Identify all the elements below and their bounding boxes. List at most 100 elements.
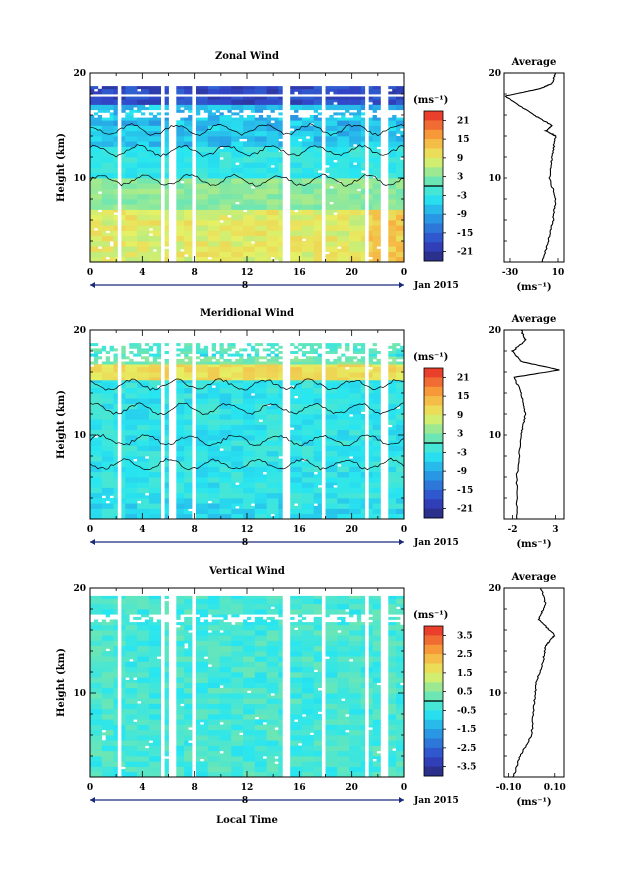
heatmap-cell (298, 136, 303, 139)
heatmap-cell (247, 143, 252, 147)
heatmap-cell (125, 206, 130, 210)
heatmap-cell (368, 86, 373, 90)
heatmap-cell (199, 227, 205, 231)
heatmap-cell (125, 204, 130, 208)
heatmap-cell (113, 366, 118, 370)
heatmap-cell (113, 172, 118, 176)
heatmap-cell (180, 130, 185, 134)
heatmap-cell (376, 159, 381, 163)
heatmap-cell (125, 201, 130, 205)
heatmap-cell (392, 175, 397, 179)
heatmap-cell (133, 162, 138, 166)
heatmap-cell (188, 246, 193, 250)
heatmap-cell (113, 141, 118, 145)
heatmap-cell (301, 146, 307, 150)
heatmap-cell (298, 214, 303, 218)
heatmap-cell (113, 387, 118, 391)
heatmap-cell (356, 230, 362, 234)
heatmap-cell (184, 86, 189, 90)
heatmap-cell (254, 212, 260, 216)
heatmap-cell (152, 199, 158, 202)
heatmap-cell (176, 222, 181, 226)
heatmap-cell (305, 117, 311, 121)
heatmap-cell (294, 241, 299, 244)
heatmap-cell (121, 437, 126, 441)
heatmap-cell (396, 222, 401, 226)
heatmap-cell (278, 112, 283, 116)
heatmap-cell (144, 225, 150, 229)
heatmap-cell (298, 157, 303, 160)
heatmap-cell (188, 193, 193, 197)
heatmap-cell (392, 88, 397, 92)
heatmap-cell (176, 101, 181, 105)
heatmap-cell (125, 209, 130, 213)
heatmap-cell (148, 130, 154, 134)
heatmap-cell (199, 241, 205, 244)
colorbar-segment (424, 167, 443, 178)
heatmap-cell (203, 201, 209, 205)
heatmap-cell (298, 204, 303, 208)
heatmap-cell (392, 206, 397, 210)
heatmap-cell (227, 180, 232, 184)
heatmap-cell (133, 146, 138, 150)
heatmap-cell (290, 151, 295, 155)
heatmap-cell (101, 259, 107, 263)
heatmap-cell (105, 448, 110, 452)
heatmap-cell (270, 133, 275, 137)
heatmap-cell (97, 136, 103, 139)
heatmap-cell (313, 241, 318, 244)
heatmap-cell (176, 138, 181, 142)
heatmap-cell (278, 125, 283, 129)
heatmap-cell (305, 143, 311, 147)
heatmap-cell (188, 188, 193, 192)
heatmap-cell (152, 107, 158, 111)
heatmap-cell (196, 128, 201, 132)
heatmap-cell (294, 188, 299, 192)
heatmap-cell (274, 159, 279, 163)
heatmap-cell (262, 201, 267, 205)
heatmap-cell (376, 217, 381, 221)
heatmap-cell (290, 104, 295, 108)
heatmap-cell (156, 88, 161, 92)
heatmap-cell (250, 164, 256, 168)
heatmap-cell (333, 209, 338, 213)
heatmap-cell (388, 151, 393, 155)
heatmap-cell (392, 188, 397, 192)
heatmap-cell (93, 99, 99, 103)
heatmap-cell (137, 180, 142, 184)
heatmap-cell (266, 251, 271, 255)
heatmap-cell (270, 91, 275, 95)
heatmap-cell (227, 188, 232, 192)
heatmap-cell (372, 225, 377, 229)
heatmap-cell (247, 196, 252, 200)
heatmap-cell (97, 243, 103, 247)
heatmap-cell (396, 138, 401, 142)
heatmap-cell (121, 361, 126, 365)
heatmap-cell (294, 193, 299, 197)
heatmap-cell (270, 86, 275, 90)
heatmap-cell (266, 241, 271, 244)
heatmap-cell (90, 149, 95, 153)
heatmap-cell (227, 178, 232, 181)
heatmap-cell (184, 206, 189, 210)
heatmap-cell (113, 91, 118, 95)
colorbar-segment (424, 111, 443, 121)
heatmap-cell (90, 217, 95, 221)
heatmap-cell (113, 128, 118, 132)
heatmap-cell (356, 183, 362, 187)
heatmap-cell (93, 133, 99, 137)
heatmap-cell (274, 143, 279, 147)
heatmap-cell (360, 133, 366, 137)
heatmap-cell (274, 170, 279, 174)
heatmap-cell (227, 248, 232, 252)
heatmap-cell (109, 458, 114, 462)
heatmap-cell (101, 199, 107, 202)
heatmap-cell (113, 416, 118, 420)
heatmap-cell (211, 170, 216, 174)
heatmap-cell (372, 120, 377, 124)
heatmap-cell (109, 91, 114, 95)
heatmap-cell (329, 188, 334, 192)
heatmap-cell (262, 128, 267, 132)
heatmap-cell (215, 162, 220, 166)
heatmap-cell (121, 104, 126, 108)
